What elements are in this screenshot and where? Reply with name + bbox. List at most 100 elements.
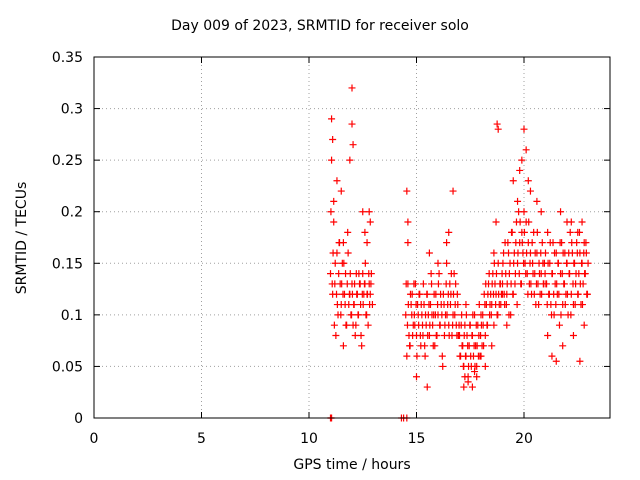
data-point [333, 290, 341, 298]
data-point [449, 187, 457, 195]
data-point [499, 290, 506, 298]
data-point [548, 352, 556, 360]
data-point [431, 311, 439, 319]
data-point [403, 187, 411, 195]
x-tick-label: 15 [408, 431, 426, 447]
data-point [516, 166, 524, 174]
data-point [566, 270, 574, 278]
data-point [503, 280, 511, 288]
data-point [424, 331, 432, 339]
data-point [494, 125, 502, 133]
data-point [426, 321, 434, 329]
data-point [344, 249, 352, 257]
data-point [502, 301, 510, 309]
data-point [494, 311, 502, 319]
data-point [333, 177, 341, 185]
data-point [411, 321, 419, 329]
y-tick-label: 0.15 [52, 256, 83, 272]
data-point [328, 156, 336, 164]
data-point [327, 270, 334, 278]
data-point [464, 342, 472, 350]
data-point [339, 239, 347, 247]
data-point [559, 342, 567, 350]
data-point [422, 311, 430, 319]
data-point [524, 177, 532, 185]
data-point [429, 342, 437, 350]
data-point [492, 218, 500, 226]
data-point [584, 259, 592, 267]
data-point [485, 270, 493, 278]
data-point [421, 342, 429, 350]
data-point [538, 239, 546, 247]
data-point [569, 280, 577, 288]
data-point [428, 280, 436, 288]
x-tick-label: 0 [90, 431, 99, 447]
data-point [544, 228, 552, 236]
data-point [363, 239, 371, 247]
data-point [340, 259, 348, 267]
data-point [419, 321, 427, 329]
data-point [543, 301, 551, 309]
data-point [548, 311, 556, 319]
data-point [452, 280, 460, 288]
data-point [512, 239, 520, 247]
data-point [339, 290, 347, 298]
data-point [333, 301, 341, 309]
data-point [546, 239, 554, 247]
data-point [346, 270, 354, 278]
data-point [460, 383, 468, 391]
data-point [538, 290, 546, 298]
data-point [423, 290, 431, 298]
data-point [461, 373, 469, 381]
data-point [480, 342, 488, 350]
y-tick-label: 0.25 [52, 153, 83, 169]
data-point [522, 270, 530, 278]
data-point [574, 290, 582, 298]
data-point [337, 187, 345, 195]
data-point [348, 120, 356, 128]
data-point [441, 321, 449, 329]
data-point [409, 331, 417, 339]
data-point [445, 228, 453, 236]
data-point [410, 280, 418, 288]
data-point [469, 311, 477, 319]
data-point [528, 239, 536, 247]
data-point [366, 301, 374, 309]
data-point [363, 311, 371, 319]
data-point [468, 383, 476, 391]
data-point [507, 311, 515, 319]
data-point [348, 311, 356, 319]
data-point [530, 290, 538, 298]
data-point [327, 208, 335, 216]
data-point [557, 311, 565, 319]
data-point [488, 280, 496, 288]
data-point [505, 270, 513, 278]
data-point [449, 290, 457, 298]
data-point [462, 311, 470, 319]
data-point [566, 228, 574, 236]
data-point [443, 311, 451, 319]
data-point [555, 321, 563, 329]
data-point [483, 321, 491, 329]
data-point [501, 239, 509, 247]
data-point [514, 249, 522, 257]
data-point [499, 259, 507, 267]
data-point [552, 301, 560, 309]
data-point [331, 259, 339, 267]
data-point [360, 280, 368, 288]
data-point [518, 239, 526, 247]
data-point [355, 270, 363, 278]
data-point [442, 280, 450, 288]
data-point [446, 301, 454, 309]
data-point [551, 249, 559, 257]
data-point [348, 84, 356, 92]
data-point [561, 301, 569, 309]
data-point [432, 331, 440, 339]
data-point [427, 270, 435, 278]
data-point [365, 270, 373, 278]
y-tick-label: 0.2 [61, 205, 83, 221]
data-point [503, 321, 511, 329]
plot-frame [93, 56, 611, 419]
data-point [509, 177, 517, 185]
data-point [403, 321, 411, 329]
